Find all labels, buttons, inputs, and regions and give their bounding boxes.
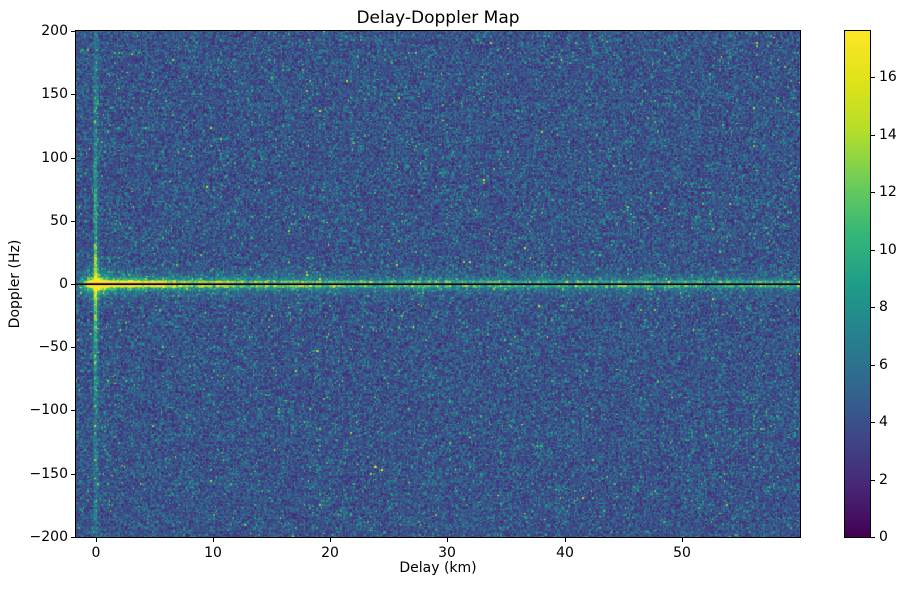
colorbar-tick-mark	[871, 192, 875, 193]
x-tick-mark	[564, 538, 566, 542]
y-tick-mark	[71, 537, 75, 538]
y-tick-mark	[71, 347, 75, 348]
colorbar-tick-mark	[871, 250, 875, 251]
y-tick-label: 150	[41, 86, 68, 102]
y-tick-mark	[71, 31, 75, 32]
colorbar-tick-mark	[871, 537, 875, 538]
y-tick-label: −150	[29, 466, 68, 482]
plot-area	[75, 30, 801, 538]
colorbar	[844, 30, 871, 538]
y-axis-label: Doppler (Hz)	[7, 239, 23, 329]
x-tick-label: 0	[91, 545, 101, 561]
x-tick-mark	[681, 538, 683, 542]
y-tick-mark	[71, 94, 75, 95]
x-tick-label: 10	[204, 545, 222, 561]
colorbar-tick-label: 16	[879, 69, 897, 85]
x-tick-label: 40	[556, 545, 574, 561]
colorbar-tick-label: 6	[879, 357, 888, 373]
zero-doppler-line	[76, 284, 800, 285]
chart-title: Delay-Doppler Map	[356, 8, 520, 28]
colorbar-tick-label: 10	[879, 242, 897, 258]
x-tick-mark	[212, 538, 214, 542]
y-tick-label: 200	[41, 23, 68, 39]
colorbar-canvas	[845, 31, 870, 537]
colorbar-tick-mark	[871, 422, 875, 423]
x-tick-mark	[95, 538, 97, 542]
colorbar-tick-label: 2	[879, 472, 888, 488]
y-tick-label: 100	[41, 150, 68, 166]
y-tick-mark	[71, 284, 75, 285]
x-tick-label: 50	[673, 545, 691, 561]
y-tick-label: −200	[29, 529, 68, 545]
colorbar-tick-mark	[871, 480, 875, 481]
y-tick-label: 50	[50, 213, 68, 229]
colorbar-tick-label: 14	[879, 127, 897, 143]
x-tick-mark	[446, 538, 448, 542]
colorbar-tick-label: 12	[879, 184, 897, 200]
y-tick-label: 0	[59, 276, 68, 292]
colorbar-tick-mark	[871, 77, 875, 78]
x-tick-label: 20	[321, 545, 339, 561]
y-tick-label: −100	[29, 402, 68, 418]
colorbar-tick-mark	[871, 135, 875, 136]
y-tick-mark	[71, 474, 75, 475]
y-tick-mark	[71, 221, 75, 222]
y-tick-mark	[71, 410, 75, 411]
x-tick-mark	[329, 538, 331, 542]
colorbar-tick-mark	[871, 365, 875, 366]
y-tick-mark	[71, 158, 75, 159]
x-tick-label: 30	[438, 545, 456, 561]
colorbar-tick-label: 8	[879, 299, 888, 315]
colorbar-tick-mark	[871, 307, 875, 308]
x-axis-label: Delay (km)	[399, 560, 477, 576]
colorbar-tick-label: 0	[879, 529, 888, 545]
y-tick-label: −50	[38, 339, 68, 355]
colorbar-tick-label: 4	[879, 414, 888, 430]
